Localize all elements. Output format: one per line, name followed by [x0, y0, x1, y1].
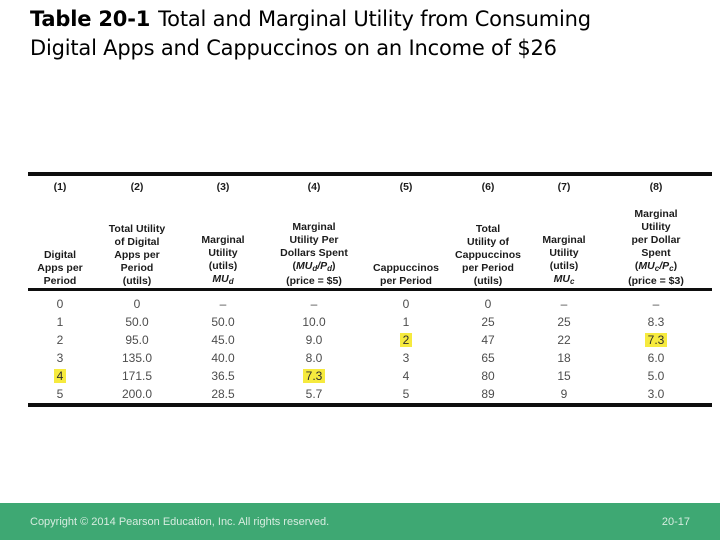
table-cell: 7.3 — [600, 331, 712, 349]
table-number-label: Table 20-1 — [30, 7, 151, 31]
column-number: (7) — [557, 181, 571, 193]
table-cell: – — [652, 297, 660, 311]
table-cell: – — [560, 297, 568, 311]
table-row: 3 135.0 40.0 8.0 3 65 18 6.0 — [28, 349, 712, 367]
table-cell: 65 — [481, 351, 495, 365]
table-cell: 89 — [481, 387, 495, 401]
table-cell: 8.3 — [647, 315, 665, 329]
table-cell: 0 — [484, 297, 492, 311]
column-header: Marginal Utility Per Dollars Spent (MUd/Pd)… — [264, 198, 364, 291]
table-row: 1 50.0 50.0 10.0 1 25 25 8.3 — [28, 313, 712, 331]
column-header: Digital Apps per Period — [28, 198, 92, 291]
table-cell: 25 — [481, 315, 495, 329]
column-number: (1) — [53, 181, 67, 193]
table-cell: 9.0 — [305, 333, 323, 347]
footer-bar: Copyright © 2014 Pearson Education, Inc.… — [0, 503, 720, 540]
table-cell: 5.0 — [647, 369, 665, 383]
column-header-row: Digital Apps per Period Total Utility of Dig… — [28, 198, 712, 291]
column-header: Marginal Utility per Dollar Spent (MUc/Pc) (p… — [600, 198, 712, 291]
column-number: (4) — [307, 181, 321, 193]
table-cell: 8.0 — [305, 351, 323, 365]
table-cell: 135.0 — [121, 351, 153, 365]
highlighted-value: 2 — [399, 333, 413, 347]
table-cell: 0 — [402, 297, 410, 311]
column-number: (8) — [649, 181, 663, 193]
table-cell: 28.5 — [211, 387, 235, 401]
highlighted-value: 7.3 — [644, 333, 668, 347]
column-header: Marginal Utility (utils) MUd — [182, 198, 264, 291]
table-row: 2 95.0 45.0 9.0 2 47 22 7.3 — [28, 331, 712, 349]
table-cell: 50.0 — [125, 315, 149, 329]
table-cell: 80 — [481, 369, 495, 383]
column-number: (3) — [216, 181, 230, 193]
column-header: Total Utility of Digital Apps per Period (ut… — [92, 198, 182, 291]
table-cell: – — [310, 297, 318, 311]
table-cell: 95.0 — [125, 333, 149, 347]
table-cell: 15 — [557, 369, 571, 383]
table-cell: 18 — [557, 351, 571, 365]
table-cell: 50.0 — [211, 315, 235, 329]
title-text: Total and Marginal Utility from Consumin… — [30, 7, 591, 60]
table-cell: 0 — [133, 297, 141, 311]
column-number: (6) — [481, 181, 495, 193]
table-cell: 0 — [56, 297, 64, 311]
table-cell: 36.5 — [211, 369, 235, 383]
table-cell: 25 — [557, 315, 571, 329]
column-number-row: (1) (2) (3) (4) (5) (6) (7) (8) — [28, 174, 712, 198]
highlighted-value: 7.3 — [302, 369, 326, 383]
table-cell: 5 — [402, 387, 410, 401]
table-cell: 2 — [56, 333, 64, 347]
table-cell: 10.0 — [302, 315, 326, 329]
table-cell: 40.0 — [211, 351, 235, 365]
table-row: 4 171.5 36.5 7.3 4 80 15 5.0 — [28, 367, 712, 385]
page-title: Table 20-1 Total and Marginal Utility fro… — [30, 5, 625, 63]
table-cell: 22 — [557, 333, 571, 347]
table-cell: – — [219, 297, 227, 311]
column-number: (2) — [130, 181, 144, 193]
column-header: Total Utility of Cappuccinos per Period (uti… — [448, 198, 528, 291]
table-cell: 1 — [56, 315, 64, 329]
copyright-text: Copyright © 2014 Pearson Education, Inc.… — [30, 515, 330, 528]
utility-table: (1) (2) (3) (4) (5) (6) (7) (8) Digital Apps per P… — [28, 172, 712, 407]
table-cell: 47 — [481, 333, 495, 347]
table-row: 5 200.0 28.5 5.7 5 89 9 3.0 — [28, 385, 712, 405]
table-cell: 3.0 — [647, 387, 665, 401]
highlighted-value: 4 — [53, 369, 67, 383]
table-cell: 45.0 — [211, 333, 235, 347]
table-cell: 2 — [364, 331, 448, 349]
column-number: (5) — [399, 181, 413, 193]
page-number: 20-17 — [661, 515, 690, 528]
table-cell: 1 — [402, 315, 410, 329]
column-header: Cappuccinos per Period — [364, 198, 448, 291]
table-cell: 6.0 — [647, 351, 665, 365]
table-cell: 200.0 — [121, 387, 153, 401]
table-cell: 4 — [402, 369, 410, 383]
column-header: Marginal Utility (utils) MUc — [528, 198, 600, 291]
table-cell: 3 — [402, 351, 410, 365]
table-cell: 5.7 — [305, 387, 323, 401]
table-cell: 5 — [56, 387, 64, 401]
table-cell: 171.5 — [121, 369, 153, 383]
table-cell: 9 — [560, 387, 568, 401]
table-cell: 7.3 — [264, 367, 364, 385]
table-cell: 3 — [56, 351, 64, 365]
table-cell: 4 — [28, 367, 92, 385]
table-row: 0 0 – – 0 0 – – — [28, 290, 712, 314]
